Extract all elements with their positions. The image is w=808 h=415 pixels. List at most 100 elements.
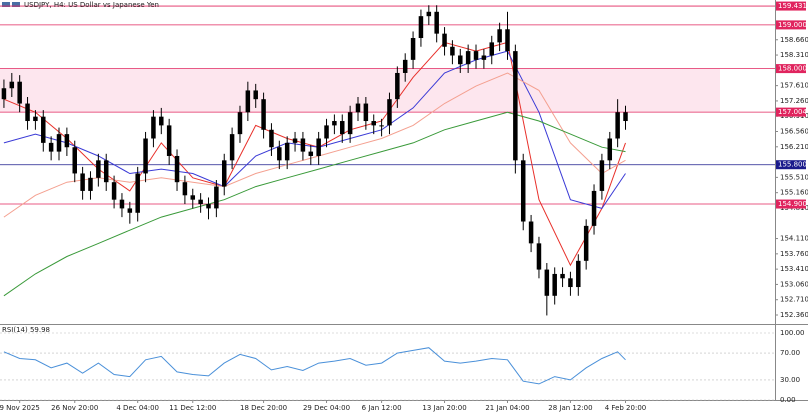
symbol-icon: [2, 2, 10, 7]
level-label: 157.004: [778, 108, 807, 116]
y-tick-label: 155.160: [780, 189, 808, 197]
candle-body: [221, 160, 227, 187]
candle-body: [363, 103, 369, 122]
candle-body: [473, 51, 479, 60]
rsi-line: [3, 347, 626, 385]
candle-body: [9, 81, 15, 89]
candle-body: [300, 138, 306, 152]
candle-body: [607, 138, 613, 161]
candle-body: [520, 160, 526, 222]
candle-body: [229, 134, 235, 161]
y-tick-label: 158.660: [780, 36, 808, 44]
rsi-label: RSI(14) 59.98: [2, 326, 50, 334]
candle-body: [458, 55, 463, 65]
candle-body: [111, 182, 117, 200]
y-tick-label: 155.510: [780, 173, 808, 181]
y-tick-label: 157.610: [780, 82, 808, 90]
candle-body: [536, 243, 542, 270]
candle-body: [88, 177, 93, 191]
candle-body: [599, 160, 605, 191]
candle-body: [623, 112, 628, 122]
x-tick-label: 11 Dec 12:00: [169, 404, 216, 412]
x-tick-label: 21 Jan 04:00: [485, 404, 529, 412]
candle-body: [324, 125, 329, 139]
level-tag: [776, 199, 806, 209]
y-tick-label: 153.760: [780, 250, 808, 258]
candle-body: [371, 121, 376, 126]
candle-body: [214, 186, 219, 209]
candle-body: [206, 204, 211, 209]
candle-body: [544, 269, 550, 296]
level-label: 155.800: [778, 161, 807, 169]
candle-body: [143, 138, 148, 174]
candle-body: [505, 29, 510, 52]
candle-body: [182, 182, 188, 196]
x-tick-label: 18 Dec 20:00: [240, 404, 287, 412]
candle-body: [395, 72, 400, 100]
candle-body: [198, 199, 203, 205]
candle-body: [1, 88, 7, 100]
y-tick-label: 156.210: [780, 143, 808, 151]
rsi-tick-label: 70.00: [780, 349, 800, 357]
candle-body: [489, 42, 495, 56]
candle-body: [316, 138, 321, 156]
x-tick-label: 29 Dec 04:00: [303, 404, 350, 412]
x-tick-label: 26 Nov 20:00: [51, 404, 98, 412]
candle-body: [119, 199, 125, 209]
candle-body: [135, 173, 140, 213]
candle-body: [560, 273, 565, 279]
candle-body: [568, 278, 573, 288]
moving-average: [3, 111, 626, 297]
candle-body: [151, 116, 156, 139]
candle-body: [253, 90, 258, 100]
candle-body: [96, 160, 101, 178]
symbol-icon: [12, 2, 20, 7]
level-label: 154.900: [778, 200, 807, 208]
y-tick-label: 158.310: [780, 51, 808, 59]
level-tag: [776, 160, 806, 170]
candle-body: [103, 160, 109, 183]
candle-body: [56, 134, 62, 152]
candle-body: [465, 51, 471, 65]
candle-body: [166, 125, 172, 156]
candle-body: [17, 81, 22, 104]
candle-body: [379, 125, 384, 127]
candle-body: [387, 99, 392, 126]
candle-body: [347, 112, 353, 135]
y-tick-label: 154.110: [780, 235, 808, 243]
candle-body: [426, 11, 432, 17]
level-tag: [776, 1, 806, 11]
y-tick-label: 157.260: [780, 97, 808, 105]
candle-body: [583, 225, 589, 261]
y-tick-label: 156.560: [780, 128, 808, 136]
y-tick-label: 152.710: [780, 296, 808, 304]
candle-body: [481, 55, 487, 60]
candle-body: [576, 260, 581, 288]
x-tick-label: 28 Jan 12:00: [548, 404, 592, 412]
candle-body: [340, 121, 345, 135]
candle-body: [269, 129, 274, 148]
candle-body: [190, 195, 196, 200]
candle-body: [284, 142, 290, 161]
candle-body: [127, 208, 133, 213]
candle-body: [418, 16, 424, 39]
candle-body: [237, 112, 243, 135]
candle-body: [355, 103, 361, 113]
x-tick-label: 13 Jan 20:00: [422, 404, 466, 412]
level-label: 158.000: [778, 65, 807, 73]
candle-body: [245, 90, 251, 113]
level-tag: [776, 20, 806, 30]
rsi-tick-label: 30.00: [780, 376, 800, 384]
x-tick-label: 4 Dec 04:00: [116, 404, 159, 412]
candle-body: [174, 155, 180, 183]
candle-body: [402, 59, 408, 73]
candle-body: [33, 116, 38, 122]
candle-body: [159, 116, 164, 126]
candle-body: [48, 142, 54, 152]
y-tick-label: 152.360: [780, 311, 808, 319]
candle-body: [41, 116, 46, 143]
y-tick-label: 153.060: [780, 280, 808, 288]
candle-body: [292, 138, 298, 143]
level-tag: [776, 64, 806, 74]
